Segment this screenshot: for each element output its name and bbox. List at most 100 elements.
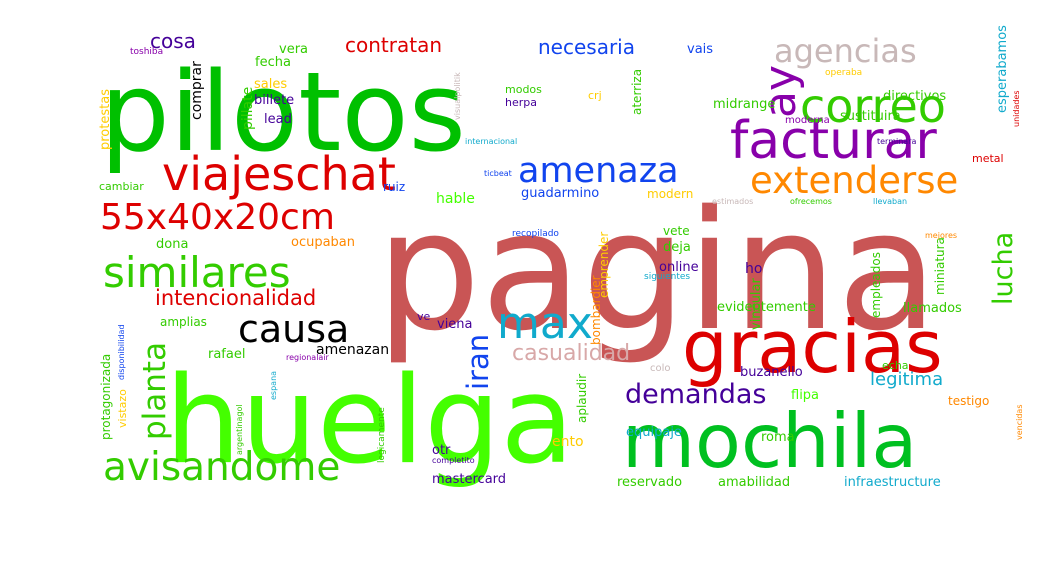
- cloud-word: herpa: [505, 96, 537, 109]
- cloud-word: evidentemente: [717, 300, 816, 315]
- cloud-word: modos: [505, 83, 542, 96]
- cloud-word: protestas: [98, 89, 113, 150]
- cloud-word: intencionalidad: [155, 286, 316, 310]
- cloud-word: avisandome: [103, 445, 340, 490]
- cloud-word: argentinagol: [235, 404, 244, 455]
- cloud-word: necesaria: [538, 35, 635, 59]
- cloud-word: ho: [745, 261, 762, 277]
- cloud-word: casualidad: [512, 341, 630, 366]
- cloud-word: mejores: [925, 231, 957, 240]
- cloud-word: ve: [417, 310, 431, 323]
- cloud-word: lead: [264, 112, 292, 127]
- cloud-word: equipaje: [626, 425, 682, 440]
- cloud-word: unidades: [1012, 90, 1021, 127]
- cloud-word: pillate: [240, 87, 256, 130]
- cloud-word: viena: [437, 317, 473, 332]
- cloud-word: terminara: [877, 137, 916, 146]
- cloud-word: ento: [552, 434, 584, 450]
- cloud-word: deja: [663, 240, 691, 255]
- cloud-word: online: [659, 260, 699, 275]
- cloud-word: metal: [972, 152, 1004, 165]
- cloud-word: ruiz: [383, 180, 405, 194]
- cloud-word: echa: [882, 359, 909, 372]
- cloud-word: infraestructure: [844, 475, 941, 490]
- cloud-word: amenaza: [518, 151, 679, 191]
- cloud-word: toshiba: [130, 47, 163, 57]
- cloud-word: correo: [800, 79, 946, 133]
- cloud-word: directivos: [883, 89, 946, 104]
- cloud-word: pagina: [376, 175, 938, 367]
- cloud-word: regionalair: [286, 353, 330, 362]
- cloud-word: cambiar: [99, 180, 144, 193]
- cloud-word: crj: [588, 89, 602, 102]
- cloud-word: buzanello: [740, 365, 803, 380]
- cloud-word: sustituira: [840, 109, 901, 124]
- cloud-word: vete: [663, 224, 690, 238]
- cloud-word: flipa: [791, 388, 819, 403]
- cloud-word: similares: [103, 248, 291, 297]
- cloud-word: aplaudir: [575, 374, 589, 423]
- cloud-word: disponibilidad: [117, 324, 126, 380]
- cloud-word: completito: [432, 456, 475, 465]
- cloud-word: viajeschat: [162, 147, 396, 201]
- cloud-word: modern: [647, 187, 693, 201]
- cloud-word: agencias: [774, 32, 917, 70]
- cloud-word: billete: [254, 93, 294, 108]
- cloud-word: lucha: [988, 232, 1019, 305]
- cloud-word: llamados: [903, 301, 962, 316]
- cloud-word: legitima: [870, 369, 943, 390]
- cloud-word: max: [497, 298, 593, 349]
- cloud-word: extenderse: [750, 159, 958, 202]
- cloud-word: amplias: [160, 315, 207, 329]
- cloud-word: vencidas: [1015, 405, 1024, 441]
- cloud-word: ticbeat: [484, 169, 512, 178]
- cloud-word: protagonizada: [99, 354, 113, 440]
- cloud-word: amenazan: [316, 342, 389, 358]
- cloud-word: planta: [137, 342, 173, 440]
- cloud-word: logicamente: [377, 407, 387, 463]
- cloud-word: demandas: [625, 379, 766, 410]
- cloud-word: recopilado: [512, 229, 559, 239]
- cloud-word: fecha: [255, 55, 291, 70]
- cloud-word: hable: [436, 191, 475, 207]
- cloud-word: mastercard: [432, 472, 506, 487]
- cloud-word: ay: [755, 65, 806, 118]
- cloud-word: facturar: [730, 111, 937, 171]
- cloud-word: testigo: [948, 394, 989, 408]
- cloud-word: espana: [269, 371, 278, 400]
- cloud-word: cosa: [150, 29, 196, 53]
- cloud-word: reservado: [617, 475, 682, 490]
- cloud-word: otr: [432, 443, 451, 458]
- cloud-word: causa: [238, 307, 349, 351]
- cloud-word: ocupaban: [291, 235, 355, 250]
- cloud-word: huelga: [165, 352, 574, 491]
- cloud-word: llevaban: [873, 197, 907, 206]
- cloud-word: guadarmino: [521, 186, 599, 201]
- cloud-word: ofrecemos: [790, 197, 832, 206]
- cloud-word: sales: [254, 77, 287, 92]
- cloud-word: iran: [461, 334, 495, 390]
- cloud-word: aterriza: [630, 69, 644, 115]
- cloud-word: contratan: [345, 33, 442, 57]
- cloud-word: roma: [761, 430, 795, 445]
- cloud-word: miniatura: [933, 237, 947, 295]
- cloud-word: rafael: [208, 347, 245, 362]
- cloud-word: vincular: [749, 277, 764, 330]
- cloud-word: midrange: [713, 97, 775, 112]
- cloud-word: mochila: [622, 397, 917, 485]
- cloud-word: siguientes: [644, 272, 690, 282]
- cloud-word: comprar: [189, 61, 205, 120]
- cloud-word: amabilidad: [718, 475, 790, 490]
- cloud-word: visualpolitik: [453, 72, 462, 120]
- cloud-word: moderna: [785, 115, 830, 126]
- cloud-word: internacional: [465, 137, 517, 146]
- cloud-word: operaba: [825, 68, 862, 78]
- cloud-word: 55x40x20cm: [100, 197, 335, 238]
- cloud-word: emprender: [597, 232, 611, 298]
- cloud-word: vera: [279, 42, 308, 57]
- cloud-word: empleados: [869, 252, 883, 318]
- cloud-word: dona: [156, 237, 188, 252]
- cloud-word: esperabamos: [995, 25, 1010, 113]
- cloud-word: colo: [650, 363, 671, 374]
- cloud-word: pilotos: [100, 48, 466, 176]
